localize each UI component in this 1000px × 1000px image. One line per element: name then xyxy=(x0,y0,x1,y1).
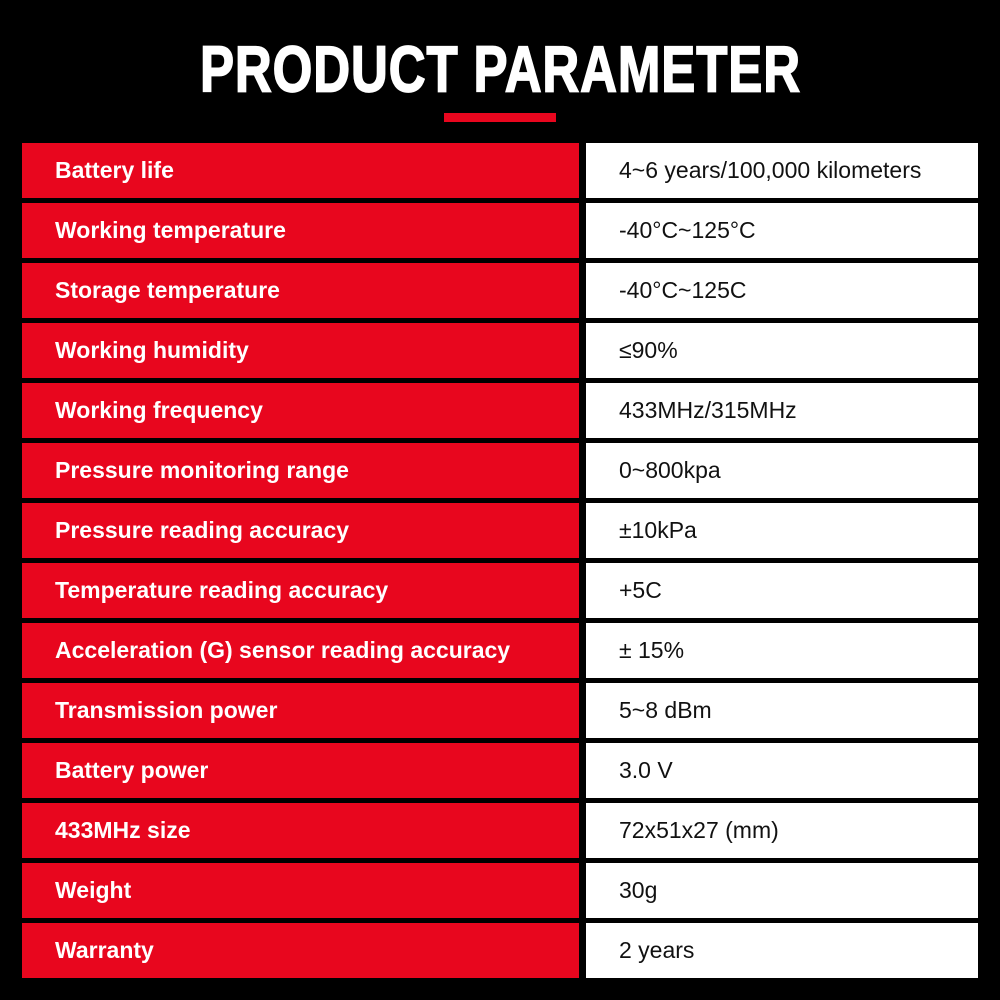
table-row: Working frequency 433MHz/315MHz xyxy=(22,383,978,438)
parameter-value: 2 years xyxy=(586,923,978,978)
parameter-label: Temperature reading accuracy xyxy=(22,563,579,618)
parameter-value: 72x51x27 (mm) xyxy=(586,803,978,858)
parameter-value: 4~6 years/100,000 kilometers xyxy=(586,143,978,198)
parameter-label: Pressure reading accuracy xyxy=(22,503,579,558)
parameter-value: ±10kPa xyxy=(586,503,978,558)
parameter-value: -40°C~125C xyxy=(586,263,978,318)
table-row: Pressure reading accuracy ±10kPa xyxy=(22,503,978,558)
parameter-value: 3.0 V xyxy=(586,743,978,798)
table-row: Warranty 2 years xyxy=(22,923,978,978)
parameter-label: Acceleration (G) sensor reading accuracy xyxy=(22,623,579,678)
parameter-value: 433MHz/315MHz xyxy=(586,383,978,438)
parameter-value: 30g xyxy=(586,863,978,918)
parameter-label: Pressure monitoring range xyxy=(22,443,579,498)
table-row: Weight 30g xyxy=(22,863,978,918)
parameter-label: Transmission power xyxy=(22,683,579,738)
parameter-value: 5~8 dBm xyxy=(586,683,978,738)
parameter-value: +5C xyxy=(586,563,978,618)
parameter-label: Storage temperature xyxy=(22,263,579,318)
table-row: 433MHz size 72x51x27 (mm) xyxy=(22,803,978,858)
table-row: Working temperature -40°C~125°C xyxy=(22,203,978,258)
parameter-value: ± 15% xyxy=(586,623,978,678)
parameter-label: Battery life xyxy=(22,143,579,198)
table-row: Pressure monitoring range 0~800kpa xyxy=(22,443,978,498)
table-row: Acceleration (G) sensor reading accuracy… xyxy=(22,623,978,678)
parameter-label: Working frequency xyxy=(22,383,579,438)
parameter-value: ≤90% xyxy=(586,323,978,378)
table-row: Battery life 4~6 years/100,000 kilometers xyxy=(22,143,978,198)
table-row: Storage temperature -40°C~125C xyxy=(22,263,978,318)
table-row: Temperature reading accuracy +5C xyxy=(22,563,978,618)
table-row: Battery power 3.0 V xyxy=(22,743,978,798)
parameter-label: 433MHz size xyxy=(22,803,579,858)
parameter-value: -40°C~125°C xyxy=(586,203,978,258)
parameter-label: Working humidity xyxy=(22,323,579,378)
parameter-value: 0~800kpa xyxy=(586,443,978,498)
table-row: Transmission power 5~8 dBm xyxy=(22,683,978,738)
parameter-label: Working temperature xyxy=(22,203,579,258)
parameter-label: Weight xyxy=(22,863,579,918)
parameter-label: Warranty xyxy=(22,923,579,978)
page-title-text: PRODUCT PARAMETER xyxy=(199,33,801,106)
parameter-label: Battery power xyxy=(22,743,579,798)
table-row: Working humidity ≤90% xyxy=(22,323,978,378)
title-underline xyxy=(444,113,556,122)
page-title: PRODUCT PARAMETER xyxy=(0,33,1000,106)
